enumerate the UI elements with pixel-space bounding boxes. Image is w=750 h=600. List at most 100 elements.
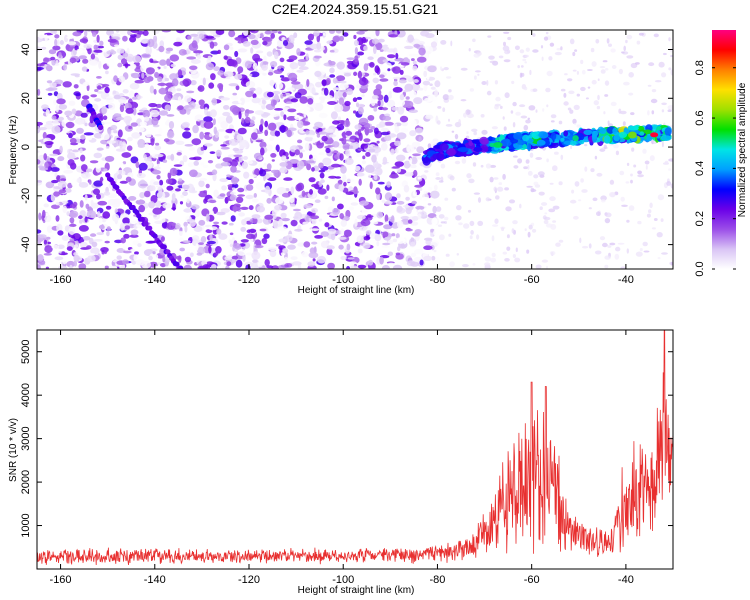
- noise-blob: [152, 207, 163, 215]
- faint-blob: [614, 253, 620, 260]
- faint-blob: [607, 245, 612, 248]
- faint-blob: [463, 112, 467, 118]
- noise-blob: [354, 47, 358, 55]
- noise-blob: [390, 215, 395, 224]
- noise-blob: [433, 184, 438, 191]
- noise-blob: [186, 198, 190, 204]
- noise-blob: [272, 220, 278, 229]
- noise-blob: [184, 95, 192, 103]
- streak-mark: [97, 124, 104, 131]
- faint-blob: [618, 68, 624, 75]
- noise-blob: [182, 240, 191, 244]
- noise-blob: [138, 162, 148, 171]
- faint-blob: [467, 209, 472, 213]
- noise-blob: [165, 47, 174, 52]
- faint-blob: [448, 233, 452, 237]
- noise-blob: [390, 111, 395, 118]
- faint-blob: [435, 206, 442, 212]
- noise-blob: [340, 219, 347, 227]
- noise-blob: [136, 172, 146, 179]
- noise-blob: [166, 114, 175, 117]
- faint-blob: [637, 170, 642, 175]
- noise-blob: [238, 139, 249, 148]
- noise-blob: [184, 144, 194, 147]
- noise-blob: [87, 46, 92, 55]
- noise-blob: [367, 174, 372, 179]
- noise-blob: [130, 30, 140, 33]
- noise-blob: [296, 112, 303, 116]
- noise-blob: [367, 115, 375, 121]
- faint-blob: [567, 107, 572, 111]
- noise-blob: [62, 81, 72, 88]
- noise-blob: [97, 85, 102, 90]
- noise-blob: [81, 66, 88, 72]
- noise-blob: [219, 193, 226, 197]
- noise-blob: [264, 214, 274, 220]
- faint-blob: [569, 38, 575, 45]
- noise-blob: [226, 261, 232, 267]
- noise-blob: [280, 212, 287, 219]
- colorbar-tick-label: 0.8: [694, 60, 706, 75]
- noise-blob: [153, 35, 158, 42]
- noise-blob: [312, 154, 318, 162]
- faint-blob: [508, 199, 516, 204]
- faint-blob: [584, 144, 588, 147]
- noise-blob: [220, 97, 230, 101]
- faint-blob: [581, 189, 588, 193]
- noise-blob: [215, 149, 222, 157]
- faint-blob: [465, 109, 471, 115]
- faint-blob: [604, 264, 609, 269]
- noise-blob: [96, 34, 100, 43]
- faint-blob: [584, 166, 588, 172]
- band-mark: [473, 147, 483, 153]
- noise-blob: [165, 178, 173, 184]
- faint-blob: [630, 179, 633, 184]
- noise-blob: [198, 219, 206, 226]
- noise-blob: [408, 109, 418, 113]
- spectrogram-x-tick-label: -160: [50, 274, 72, 286]
- faint-blob: [646, 213, 651, 218]
- noise-blob: [159, 110, 168, 116]
- noise-blob: [196, 246, 206, 255]
- noise-blob: [142, 30, 149, 36]
- noise-blob: [431, 217, 438, 226]
- noise-blob: [45, 88, 54, 92]
- noise-blob: [356, 85, 361, 89]
- streak-mark: [178, 265, 184, 269]
- noise-blob: [424, 97, 433, 103]
- band-mark: [627, 125, 639, 131]
- noise-blob: [403, 184, 410, 193]
- faint-blob: [526, 185, 533, 188]
- noise-blob: [176, 88, 182, 92]
- noise-blob: [56, 92, 63, 100]
- noise-blob: [345, 130, 353, 136]
- noise-blob: [397, 106, 405, 115]
- noise-blob: [274, 108, 284, 111]
- noise-blob: [234, 73, 243, 80]
- noise-blob: [89, 160, 99, 164]
- noise-blob: [353, 71, 358, 77]
- faint-blob: [444, 216, 449, 221]
- faint-blob: [630, 112, 635, 116]
- noise-blob: [399, 69, 404, 75]
- faint-blob: [494, 218, 499, 224]
- noise-blob: [189, 33, 199, 37]
- noise-blob: [135, 126, 145, 133]
- faint-blob: [626, 248, 629, 254]
- noise-blob: [115, 30, 120, 33]
- noise-blob: [66, 35, 74, 40]
- noise-blob: [149, 179, 156, 188]
- noise-blob: [298, 66, 309, 71]
- noise-blob: [326, 78, 331, 85]
- faint-blob: [654, 80, 662, 83]
- colorbar-tick-label: 0.0: [694, 261, 706, 276]
- noise-blob: [130, 156, 139, 164]
- noise-blob: [170, 64, 176, 68]
- faint-blob: [601, 199, 606, 203]
- noise-blob: [244, 60, 252, 69]
- faint-blob: [460, 99, 467, 102]
- noise-blob: [45, 181, 55, 189]
- noise-blob: [252, 53, 261, 62]
- noise-blob: [299, 152, 303, 159]
- faint-blob: [580, 59, 584, 65]
